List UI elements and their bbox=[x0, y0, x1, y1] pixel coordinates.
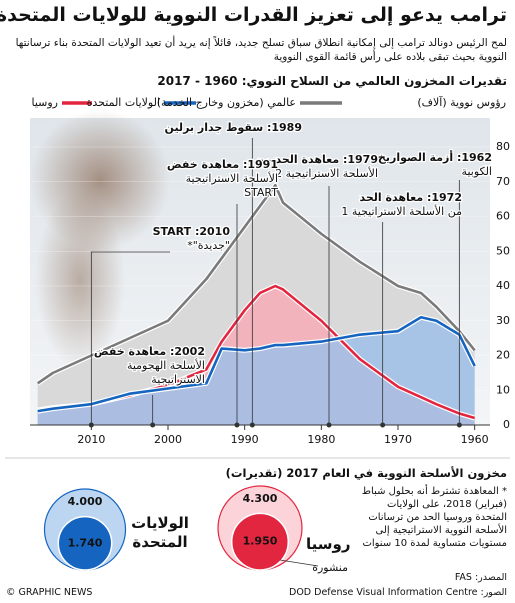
x-tick-label: 1960 bbox=[461, 433, 489, 446]
photo-credit: الصور: DOD Defense Visual Information Ce… bbox=[289, 587, 507, 598]
credit: © GRAPHIC NEWS bbox=[6, 587, 93, 598]
annotation: الأسلحة الهجومية bbox=[127, 358, 205, 372]
y-tick-label: 0 bbox=[503, 418, 510, 431]
legend-label: روسيا bbox=[31, 96, 58, 109]
deployed-circle bbox=[57, 515, 113, 571]
line bbox=[36, 183, 476, 385]
annotation: 1989: سقوط جدار برلين bbox=[165, 121, 302, 134]
total-label: 4.000 bbox=[68, 495, 103, 508]
x-tick-label: 1990 bbox=[231, 433, 259, 446]
y-tick-label: 80 bbox=[496, 140, 510, 153]
deployed-label: 1.740 bbox=[68, 536, 103, 549]
annotation: 2002: معاهدة خفض bbox=[94, 345, 205, 358]
subtitle: لمح الرئيس دونالد ترامب إلى إمكانية انطل… bbox=[15, 37, 507, 63]
footnote: * المعاهدة تشترط أنه بحلول شباط (فبراير)… bbox=[361, 486, 507, 549]
annotation: الأسلحة الاستراتيجية bbox=[186, 171, 278, 185]
chart-layer: 0 10 20 30 40 50 60 70 80 1960 1970 1980 1990 2000 201… bbox=[5, 95, 510, 574]
total-label: 4.300 bbox=[243, 492, 278, 505]
y-tick-label: 30 bbox=[496, 314, 510, 327]
annotation: 1991: معاهدة خفض bbox=[167, 158, 278, 171]
area bbox=[37, 317, 475, 425]
y-tick-label: 50 bbox=[496, 244, 510, 257]
leader-dot bbox=[456, 422, 462, 428]
annotation: الكوبية bbox=[462, 165, 492, 178]
chart-title: تقديرات المخزون العالمي من السلاح النووي… bbox=[157, 74, 507, 88]
annotation: 1962: أزمة الصواريخ bbox=[378, 150, 492, 164]
x-tick-label: 1970 bbox=[384, 433, 412, 446]
x-tick-label: 1980 bbox=[307, 433, 335, 446]
title: ترامب يدعو إلى تعزيز القدرات النووية للو… bbox=[0, 4, 507, 26]
leader-dot bbox=[249, 422, 255, 428]
y-tick-label: 20 bbox=[496, 349, 510, 362]
photo-smoke bbox=[35, 190, 125, 370]
annotation: الاستراتيجية bbox=[151, 373, 205, 386]
source: المصدر: FAS bbox=[454, 572, 507, 583]
legend-label: عالمي (مخزون وخارج الخدمة) bbox=[157, 96, 296, 109]
leader-dot bbox=[234, 422, 240, 428]
deployed-label: 1.950 bbox=[243, 535, 278, 548]
deployed-caption: منشورة bbox=[312, 561, 348, 574]
leader-dot bbox=[88, 422, 94, 428]
annotation: START bbox=[244, 186, 278, 199]
annotation: 1972: معاهدة الحد bbox=[360, 191, 463, 204]
annotation: START :2010 bbox=[153, 225, 231, 238]
leader-dot bbox=[380, 422, 386, 428]
y-tick-label: 40 bbox=[496, 279, 510, 292]
deployed-circle bbox=[230, 512, 290, 571]
y-tick-label: 70 bbox=[496, 175, 510, 188]
annotation: من الأسلحة الاستراتيجية 1 bbox=[341, 204, 462, 218]
y-tick-label: 10 bbox=[496, 383, 510, 396]
annotation: الأسلحة الاستراتيجية 2 bbox=[275, 166, 378, 180]
leader-dot bbox=[150, 422, 156, 428]
annotation: "جديدة"* bbox=[187, 239, 230, 252]
leader-dot bbox=[326, 422, 332, 428]
x-tick-label: 2010 bbox=[77, 433, 105, 446]
annotation: 1979: معاهدة الحد من bbox=[255, 153, 378, 166]
y-tick-label: 60 bbox=[496, 210, 510, 223]
stockpile-title: مخزون الأسلحة النووية في العام 2017 (تقد… bbox=[225, 466, 507, 480]
country-label: الولايات المتحدة bbox=[131, 514, 189, 551]
x-tick-label: 2000 bbox=[154, 433, 182, 446]
deployed-pointer bbox=[279, 559, 319, 567]
legend-label: الولايات المتحدة bbox=[87, 96, 160, 109]
line bbox=[37, 315, 476, 413]
country-label: روسيا bbox=[306, 535, 351, 553]
y-axis-label: رؤوس نووية (آلاف) bbox=[417, 95, 506, 109]
leader-line bbox=[90, 251, 170, 425]
